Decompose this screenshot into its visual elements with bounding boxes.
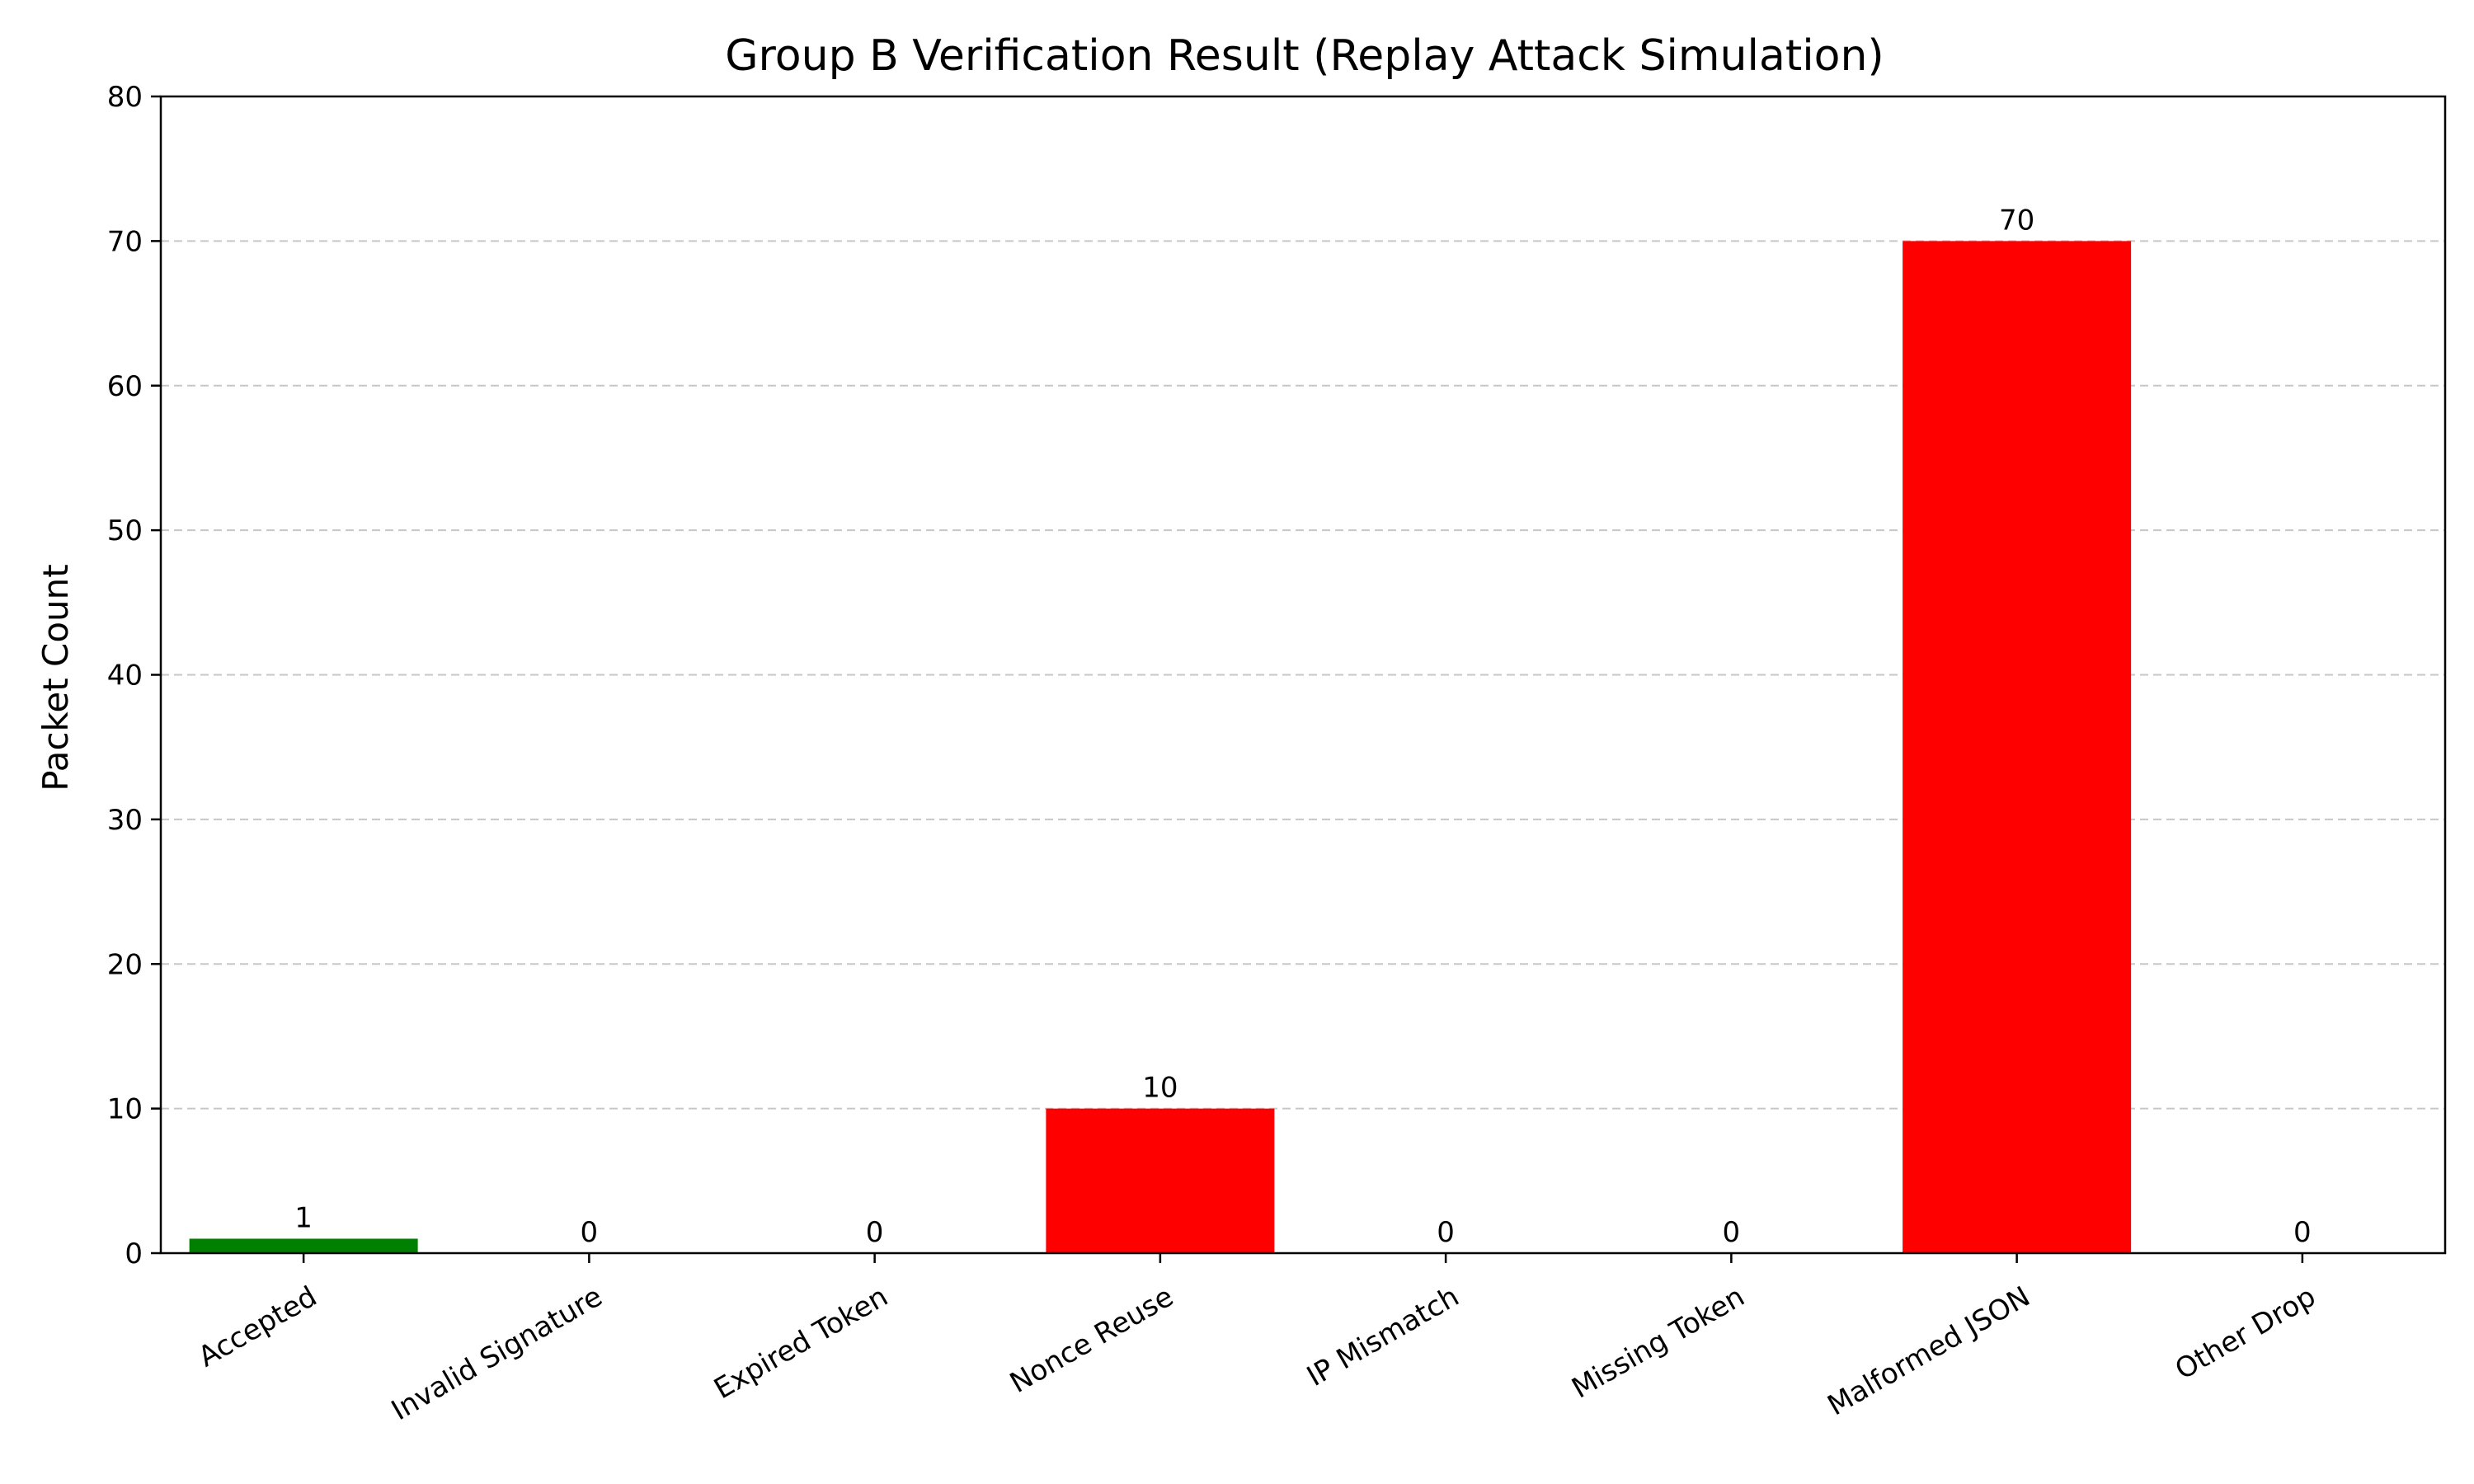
x-axis-ticks: Accepted Invalid Signature Expired Token No…	[193, 1253, 2321, 1427]
bar	[189, 1238, 418, 1253]
y-axis-ticks: 0 10 20 30 40 50 60 70 80	[107, 81, 161, 1270]
y-tick-label: 70	[107, 225, 143, 258]
y-tick-label: 80	[107, 81, 143, 114]
x-tick-label: IP Mismatch	[1301, 1280, 1465, 1393]
bar-value-label: 0	[581, 1216, 599, 1249]
y-tick-label: 0	[125, 1237, 143, 1270]
bar-value-label: 0	[2293, 1216, 2312, 1249]
bar-value-label: 70	[1999, 204, 2034, 237]
y-axis-title: Packet Count	[35, 564, 76, 791]
bar-value-label: 1	[294, 1201, 313, 1234]
y-tick-label: 40	[107, 660, 143, 693]
chart-title: Group B Verification Result (Replay Atta…	[725, 31, 1884, 81]
x-tick-label: Missing Token	[1566, 1280, 1750, 1406]
bar-value-label: 10	[1142, 1072, 1178, 1105]
x-tick-label: Expired Token	[708, 1280, 893, 1407]
y-tick-label: 20	[107, 948, 143, 981]
x-tick-label: Accepted	[193, 1280, 322, 1374]
y-tick-label: 30	[107, 804, 143, 837]
bar-value-label: 0	[866, 1216, 884, 1249]
y-tick-label: 50	[107, 514, 143, 547]
bar-value-label: 0	[1437, 1216, 1455, 1249]
y-tick-label: 60	[107, 370, 143, 403]
x-tick-label: Invalid Signature	[386, 1280, 608, 1428]
x-tick-label: Malformed JSON	[1822, 1280, 2035, 1423]
bars	[189, 241, 2132, 1253]
x-tick-label: Nonce Reuse	[1004, 1280, 1179, 1400]
x-tick-label: Other Drop	[2170, 1280, 2321, 1387]
plot-frame	[159, 95, 2447, 1255]
bar-value-label: 0	[1723, 1216, 1741, 1249]
bar	[1046, 1108, 1275, 1253]
y-tick-label: 10	[107, 1093, 143, 1126]
bar	[1903, 241, 2132, 1253]
